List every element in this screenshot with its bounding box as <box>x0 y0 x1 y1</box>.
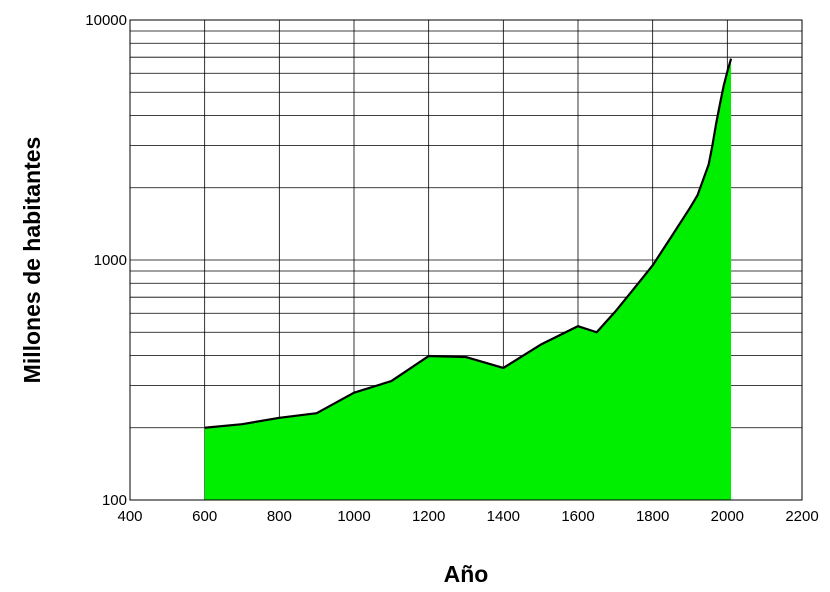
area-fill <box>204 58 732 501</box>
y-tick-label: 10000 <box>85 12 127 29</box>
x-tick-label: 400 <box>117 508 142 525</box>
x-tick-label: 600 <box>192 508 217 525</box>
y-tick-label: 1000 <box>94 252 127 269</box>
x-tick-label: 1600 <box>561 508 594 525</box>
x-tick-label: 1400 <box>487 508 520 525</box>
x-tick-label: 1800 <box>636 508 669 525</box>
x-tick-label: 800 <box>267 508 292 525</box>
x-tick-label: 2000 <box>711 508 744 525</box>
y-tick-label: 100 <box>102 492 127 509</box>
series-line <box>204 58 733 429</box>
y-axis-title: Millones de habitantes <box>19 137 45 384</box>
y-tick-labels: 100 1000 10000 <box>85 12 127 509</box>
x-axis-title: Año <box>444 561 489 587</box>
area-series <box>204 58 733 501</box>
x-tick-labels: 400 600 800 1000 1200 1400 1600 1800 2000 2200 <box>117 508 818 525</box>
x-tick-label: 1000 <box>337 508 370 525</box>
plot-frame <box>129 19 803 501</box>
x-tick-label: 1200 <box>412 508 445 525</box>
x-tick-label: 2200 <box>785 508 818 525</box>
